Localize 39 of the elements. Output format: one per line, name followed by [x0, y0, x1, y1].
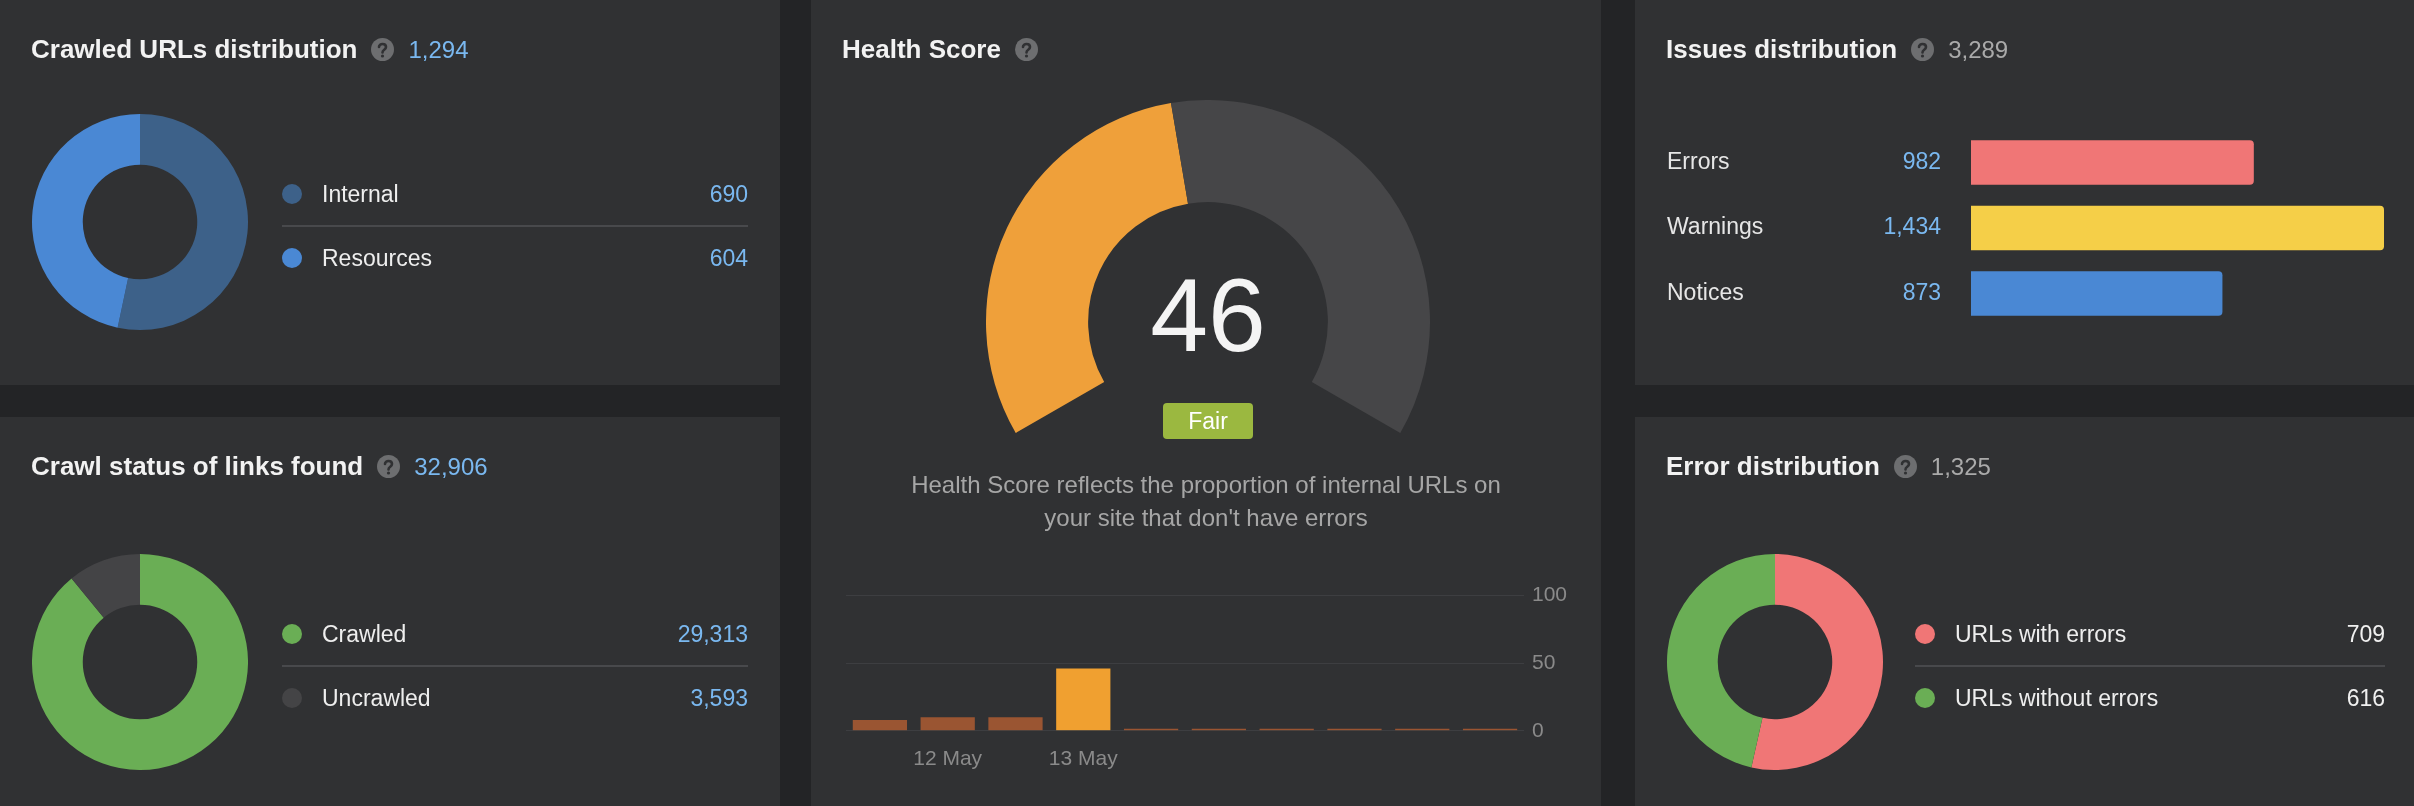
chart-title: Health Score [842, 34, 1001, 65]
bar [1056, 668, 1111, 731]
data-label: 690 [709, 180, 748, 208]
legend-label: Internal [322, 180, 400, 208]
data-label: 29,313 [677, 620, 748, 648]
y-tick-label: 100 [1531, 582, 1568, 606]
data-label: 616 [2346, 684, 2385, 712]
legend-label: URLs without errors [1955, 684, 2160, 712]
legend-label: Crawled [322, 620, 408, 648]
bar [988, 717, 1043, 731]
chart-subtitle: 1,325 [1930, 452, 1991, 481]
y-tick-label: 50 [1531, 650, 1556, 673]
chart-title: Error distribution [1666, 451, 1880, 482]
bar [852, 719, 908, 731]
legend-label: Resources [322, 244, 433, 272]
chart-title: Crawled URLs distribution [31, 34, 358, 65]
text: Health Score reflects the proportion of internal URLs on your site that don't have errors [910, 470, 1502, 533]
bar [920, 717, 975, 731]
chart-subtitle: 3,289 [1948, 35, 2009, 64]
y-tick-label: Warnings [1667, 213, 1764, 240]
data-label: 873 [1902, 278, 1941, 305]
y-tick-label: Notices [1667, 278, 1744, 305]
data-label: 46 [1150, 256, 1266, 373]
chart-title: Issues distribution [1666, 34, 1898, 65]
legend-label: Uncrawled [322, 684, 432, 712]
chart-subtitle: 1,294 [408, 35, 469, 64]
text: Fair [1163, 403, 1253, 439]
legend-label: URLs with errors [1955, 620, 2128, 648]
x-tick-label: 12 May [913, 746, 983, 770]
y-tick-label: 0 [1531, 717, 1544, 741]
chart-subtitle: 32,906 [414, 452, 488, 481]
chart-title: Crawl status of links found [31, 451, 364, 482]
data-label: 604 [709, 244, 748, 272]
data-label: 1,434 [1883, 213, 1942, 240]
x-tick-label: 13 May [1048, 746, 1119, 770]
y-tick-label: Errors [1667, 147, 1730, 174]
data-label: 709 [2346, 620, 2385, 648]
data-label: 3,593 [690, 684, 748, 712]
data-label: 982 [1902, 147, 1941, 174]
